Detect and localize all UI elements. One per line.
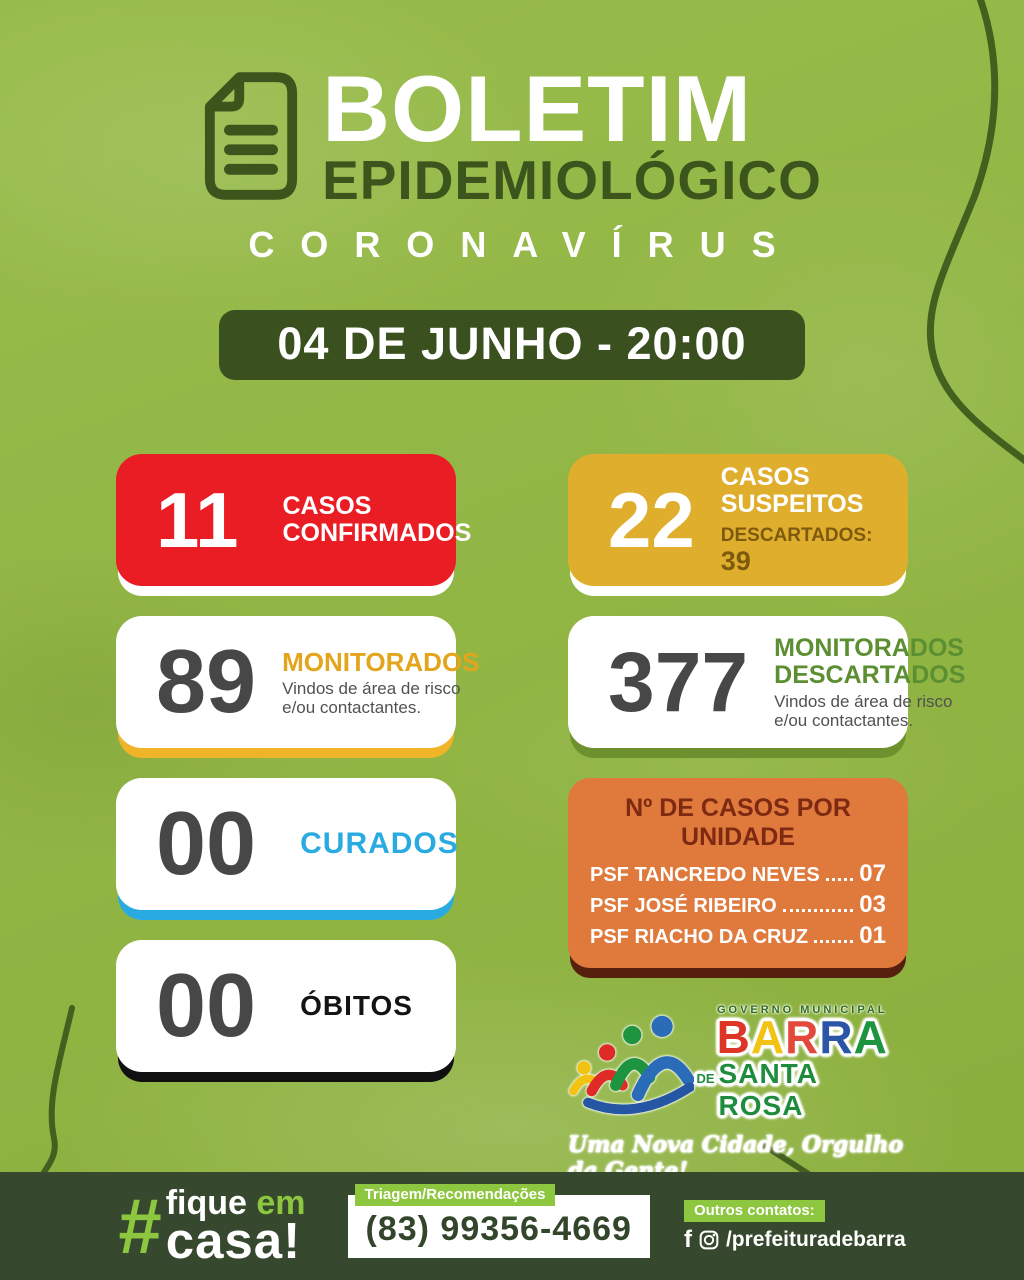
- cases-by-unit-title: Nº DE CASOS POR UNIDADE: [625, 794, 851, 852]
- em-word: em: [256, 1184, 306, 1223]
- unit-value: 07: [859, 860, 886, 888]
- casa-word: casa!: [165, 1211, 302, 1269]
- cases-by-unit-card: Nº DE CASOS POR UNIDADE PSF TANCREDO NEV…: [568, 778, 908, 969]
- fique-word: fique: [165, 1184, 247, 1223]
- confirmed-cases-card: 11 CASOS CONFIRMADOS: [116, 454, 471, 587]
- city-name-santa-rosa: SANTA ROSA: [718, 1057, 817, 1121]
- unit-name: PSF RIACHO DA CRUZ: [590, 926, 809, 949]
- stay-home-hashtag: # fique em casa!: [118, 1181, 305, 1270]
- suspected-count: 22: [608, 476, 695, 565]
- monitored-discarded-description: Vindos de área de risco e/ou contactante…: [774, 691, 953, 730]
- city-name: BARRA: [716, 1011, 888, 1064]
- people-figures-icon: [569, 1015, 695, 1115]
- monitored-card: 89 MONITORADOS Vindos de área de risco e…: [116, 616, 480, 749]
- unit-name: PSF JOSÉ RIBEIRO: [590, 895, 777, 918]
- right-column: 22 CASOS SUSPEITOS DESCARTADOS: 39 377 M…: [568, 454, 965, 1184]
- unit-row: PSF JOSÉ RIBEIRO 03: [590, 891, 886, 919]
- recovered-count: 00: [156, 794, 257, 895]
- unit-value: 03: [859, 891, 886, 919]
- phone-block: Triagem/Recomendações (83) 99356-4669: [347, 1183, 650, 1258]
- monitored-discarded-card: 377 MONITORADOS DESCARTADOS Vindos de ár…: [568, 616, 965, 749]
- deaths-count: 00: [156, 956, 257, 1057]
- confirmed-label: CASOS CONFIRMADOS: [282, 492, 472, 548]
- monitored-discarded-label: MONITORADOS DESCARTADOS: [774, 633, 966, 689]
- contacts-label-chip: Outros contatos:: [683, 1200, 825, 1222]
- deaths-label: ÓBITOS: [300, 990, 413, 1022]
- confirmed-count: 11: [156, 476, 239, 565]
- city-name-de: DE: [696, 1070, 715, 1086]
- recovered-label: CURADOS: [300, 827, 459, 861]
- instagram-icon: [699, 1230, 719, 1250]
- dotted-leader: [825, 878, 854, 882]
- document-icon: [205, 72, 298, 200]
- monitored-discarded-count: 377: [608, 635, 749, 730]
- facebook-icon: f: [683, 1226, 692, 1253]
- unit-row: PSF TANCREDO NEVES 07: [590, 860, 886, 888]
- unit-row: PSF RIACHO DA CRUZ 01: [590, 922, 886, 950]
- monitored-count: 89: [156, 632, 257, 733]
- social-handle: /prefeituradebarra: [725, 1228, 906, 1251]
- monitored-description: Vindos de área de risco e/ou contactante…: [282, 678, 461, 717]
- suspected-cases-card: 22 CASOS SUSPEITOS DESCARTADOS: 39: [568, 454, 908, 587]
- page-title: BOLETIM: [322, 56, 753, 161]
- unit-value: 01: [859, 922, 886, 950]
- deaths-card: 00 ÓBITOS: [116, 940, 456, 1073]
- page-subtitle: EPIDEMIOLÓGICO: [322, 149, 822, 212]
- municipality-logo: GOVERNO MUNICIPAL BARRA DE SANTA ROSA Um…: [568, 1004, 908, 1184]
- contacts-block: Outros contatos: f /prefeituradebarra: [683, 1200, 906, 1253]
- coronavirus-label: CORONAVÍRUS: [248, 224, 802, 266]
- suspected-label: CASOS SUSPEITOS: [720, 463, 864, 519]
- discarded-label: DESCARTADOS:: [720, 525, 873, 547]
- left-column: 11 CASOS CONFIRMADOS 89 MONITORADOS Vind…: [116, 454, 480, 1184]
- header: BOLETIM EPIDEMIOLÓGICO CORONAVÍRUS: [0, 0, 1024, 266]
- government-label: GOVERNO MUNICIPAL: [716, 1004, 888, 1017]
- monitored-label: MONITORADOS: [282, 646, 480, 677]
- recovered-card: 00 CURADOS: [116, 778, 459, 911]
- phone-label-chip: Triagem/Recomendações: [354, 1183, 556, 1206]
- dotted-leader: [814, 940, 854, 944]
- unit-name: PSF TANCREDO NEVES: [590, 864, 820, 887]
- stats-grid: 11 CASOS CONFIRMADOS 89 MONITORADOS Vind…: [0, 454, 1024, 1184]
- dotted-leader: [782, 909, 854, 913]
- discarded-count: 39: [720, 545, 751, 576]
- date-banner: 04 DE JUNHO - 20:00: [219, 310, 805, 381]
- footer: # fique em casa! Triagem/Recomendações (…: [0, 1172, 1024, 1280]
- hashtag-symbol: #: [118, 1181, 162, 1270]
